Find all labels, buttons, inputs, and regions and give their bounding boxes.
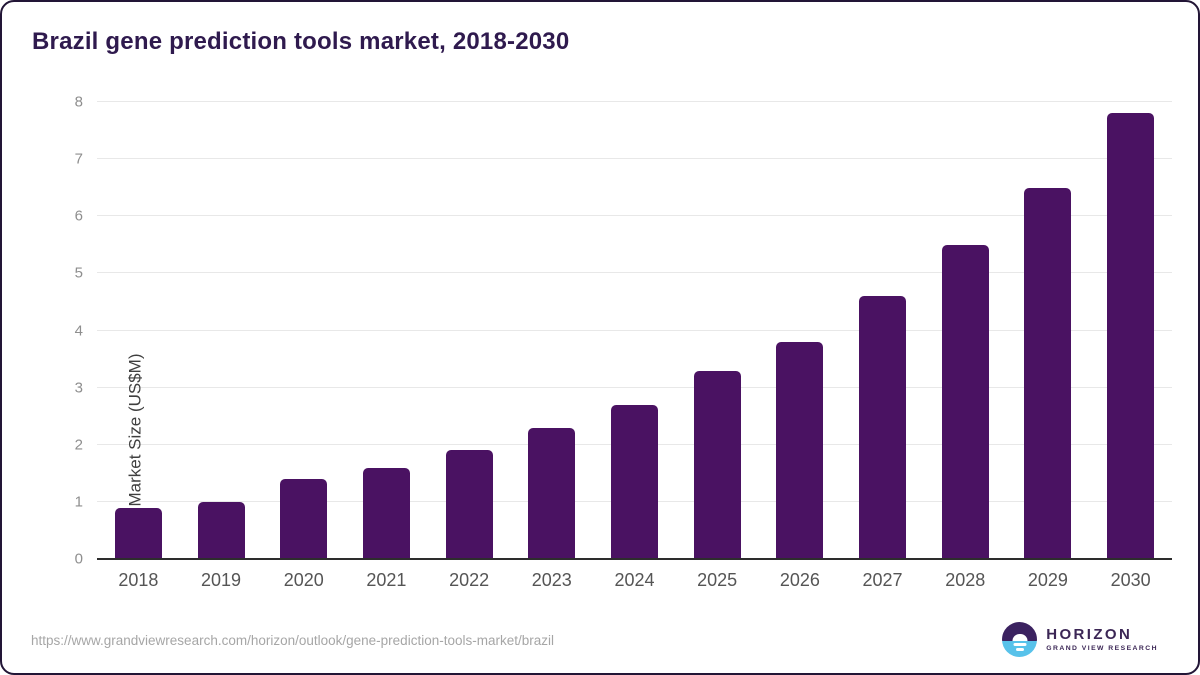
x-label-2030: 2030 [1110,570,1151,590]
bar-slot-2025 [676,102,759,559]
bar-2029 [1024,187,1072,559]
bar-2024 [610,404,658,559]
bars-row [97,102,1172,559]
bar-slot-2022 [428,102,511,559]
source-url: https://www.grandviewresearch.com/horizo… [31,633,554,648]
bar-slot-2029 [1007,102,1090,559]
x-label-2027: 2027 [862,570,903,590]
bar-2030 [1107,113,1155,559]
bar-slot-2024 [593,102,676,559]
gridline-5 [97,272,1172,274]
bar-2028 [941,244,989,559]
x-label-2028: 2028 [945,570,986,590]
x-label-2018: 2018 [118,570,159,590]
gridline-7 [97,158,1172,160]
x-label-2026: 2026 [779,570,820,590]
x-label-2020: 2020 [283,570,324,590]
bar-slot-2021 [345,102,428,559]
bar-2020 [280,479,328,559]
y-tick-3: 3 [74,379,83,397]
bar-slot-2019 [180,102,263,559]
logo-name: HORIZON [1046,625,1133,643]
bar-2018 [114,507,162,559]
horizon-logo: HORIZON GRAND VIEW RESEARCH [1002,622,1158,657]
bar-slot-2030 [1089,102,1172,559]
y-tick-6: 6 [74,207,83,225]
bar-2025 [693,370,741,559]
gridline-8 [97,101,1172,102]
x-label-2025: 2025 [697,570,738,590]
x-label-2024: 2024 [614,570,655,590]
bar-2023 [528,427,576,559]
horizon-sunset-icon [1002,622,1038,657]
ripple-shape [1013,643,1027,646]
bar-2021 [362,467,410,559]
x-label-2023: 2023 [531,570,572,590]
bar-2027 [859,296,907,559]
bar-slot-2023 [510,102,593,559]
bar-slot-2020 [262,102,345,559]
y-tick-0: 0 [74,550,83,568]
bar-2022 [445,450,493,559]
logo-subtitle: GRAND VIEW RESEARCH [1046,645,1158,653]
y-tick-1: 1 [74,493,83,511]
bar-slot-2026 [759,102,842,559]
x-axis-labels: 2018 2019 2020 2021 2022 2023 2024 2025 2026 2027… [97,570,1172,591]
sun-shape [1012,634,1028,642]
y-tick-4: 4 [74,322,83,339]
x-label-2021: 2021 [366,570,407,590]
bar-slot-2027 [841,102,924,559]
gridline-3 [97,386,1172,388]
x-label-2019: 2019 [201,570,242,590]
bar-2026 [776,341,824,559]
gridline-6 [97,215,1172,217]
y-tick-7: 7 [74,150,83,168]
ripple-shape [1015,648,1024,651]
chart-title: Brazil gene prediction tools market, 201… [32,28,570,55]
x-label-2022: 2022 [449,570,490,590]
x-axis-line [97,558,1172,560]
y-tick-8: 8 [74,93,83,111]
bar-2019 [197,501,245,559]
bar-slot-2028 [924,102,1007,559]
y-tick-5: 5 [74,264,83,282]
bar-slot-2018 [97,102,180,559]
y-tick-2: 2 [74,436,83,454]
x-label-2029: 2029 [1027,570,1068,590]
logo-text: HORIZON GRAND VIEW RESEARCH [1046,625,1158,653]
gridline-4 [97,329,1172,331]
